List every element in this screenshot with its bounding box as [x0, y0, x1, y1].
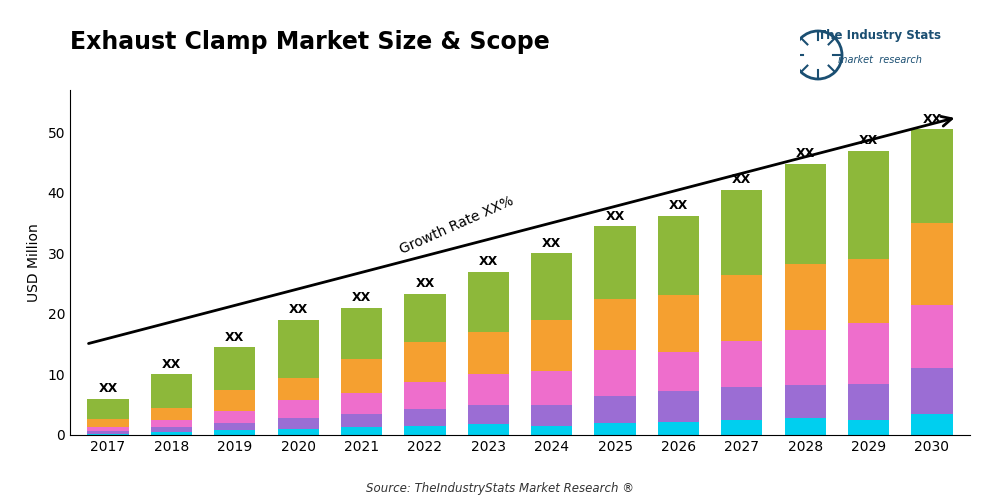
- Bar: [594, 396, 636, 423]
- Bar: [911, 414, 953, 435]
- Bar: [785, 264, 826, 330]
- Bar: [214, 347, 255, 390]
- Bar: [151, 374, 192, 408]
- Text: Source: TheIndustryStats Market Research ®: Source: TheIndustryStats Market Research…: [366, 482, 634, 495]
- Bar: [151, 427, 192, 432]
- Bar: [594, 423, 636, 435]
- Bar: [785, 385, 826, 418]
- Bar: [785, 330, 826, 385]
- Bar: [404, 409, 446, 426]
- Bar: [404, 294, 446, 343]
- Bar: [848, 150, 889, 260]
- Text: XX: XX: [922, 112, 942, 126]
- Bar: [531, 320, 572, 372]
- Bar: [341, 414, 382, 427]
- Bar: [785, 164, 826, 264]
- Bar: [594, 226, 636, 299]
- Bar: [468, 404, 509, 424]
- Bar: [151, 420, 192, 427]
- Bar: [531, 372, 572, 404]
- Bar: [721, 420, 762, 435]
- Text: XX: XX: [162, 358, 181, 371]
- Bar: [341, 360, 382, 392]
- Bar: [721, 386, 762, 420]
- Text: XX: XX: [859, 134, 878, 147]
- Bar: [911, 223, 953, 305]
- Text: XX: XX: [98, 382, 118, 395]
- Bar: [214, 430, 255, 435]
- Bar: [911, 305, 953, 368]
- Bar: [848, 323, 889, 384]
- Bar: [848, 384, 889, 420]
- Bar: [848, 260, 889, 323]
- Bar: [278, 429, 319, 435]
- Text: market  research: market research: [838, 55, 922, 65]
- Bar: [531, 254, 572, 320]
- Bar: [531, 404, 572, 426]
- Text: XX: XX: [605, 210, 625, 222]
- Bar: [214, 423, 255, 430]
- Text: XX: XX: [669, 200, 688, 212]
- Bar: [721, 274, 762, 341]
- Text: XX: XX: [352, 292, 371, 304]
- Text: XX: XX: [479, 255, 498, 268]
- Bar: [151, 432, 192, 435]
- Bar: [594, 299, 636, 350]
- Bar: [404, 342, 446, 382]
- Bar: [468, 424, 509, 435]
- Bar: [911, 368, 953, 414]
- Bar: [278, 320, 319, 378]
- Bar: [278, 418, 319, 429]
- Bar: [404, 382, 446, 409]
- Bar: [87, 426, 129, 432]
- Text: XX: XX: [415, 278, 435, 290]
- Bar: [341, 427, 382, 435]
- Bar: [721, 341, 762, 386]
- Bar: [721, 190, 762, 274]
- Bar: [911, 130, 953, 223]
- Text: XX: XX: [225, 330, 244, 344]
- Bar: [341, 308, 382, 360]
- Bar: [468, 272, 509, 332]
- Text: Growth Rate XX%: Growth Rate XX%: [397, 194, 516, 256]
- Text: Exhaust Clamp Market Size & Scope: Exhaust Clamp Market Size & Scope: [70, 30, 550, 54]
- Bar: [468, 332, 509, 374]
- Bar: [658, 392, 699, 422]
- Bar: [87, 432, 129, 434]
- Bar: [87, 420, 129, 426]
- Bar: [278, 400, 319, 418]
- Bar: [278, 378, 319, 400]
- Text: XX: XX: [732, 173, 751, 186]
- Bar: [341, 392, 382, 414]
- Bar: [658, 422, 699, 435]
- Y-axis label: USD Million: USD Million: [27, 223, 41, 302]
- Bar: [404, 426, 446, 435]
- Bar: [468, 374, 509, 404]
- Bar: [87, 434, 129, 435]
- Bar: [658, 294, 699, 352]
- Text: The Industry Stats: The Industry Stats: [818, 28, 942, 42]
- Bar: [848, 420, 889, 435]
- Bar: [87, 398, 129, 419]
- Bar: [214, 411, 255, 423]
- Bar: [658, 352, 699, 392]
- Bar: [214, 390, 255, 411]
- Bar: [785, 418, 826, 435]
- Text: XX: XX: [796, 147, 815, 160]
- Bar: [658, 216, 699, 294]
- Text: XX: XX: [542, 237, 561, 250]
- Bar: [531, 426, 572, 435]
- Bar: [594, 350, 636, 396]
- Text: XX: XX: [289, 304, 308, 316]
- Bar: [151, 408, 192, 420]
